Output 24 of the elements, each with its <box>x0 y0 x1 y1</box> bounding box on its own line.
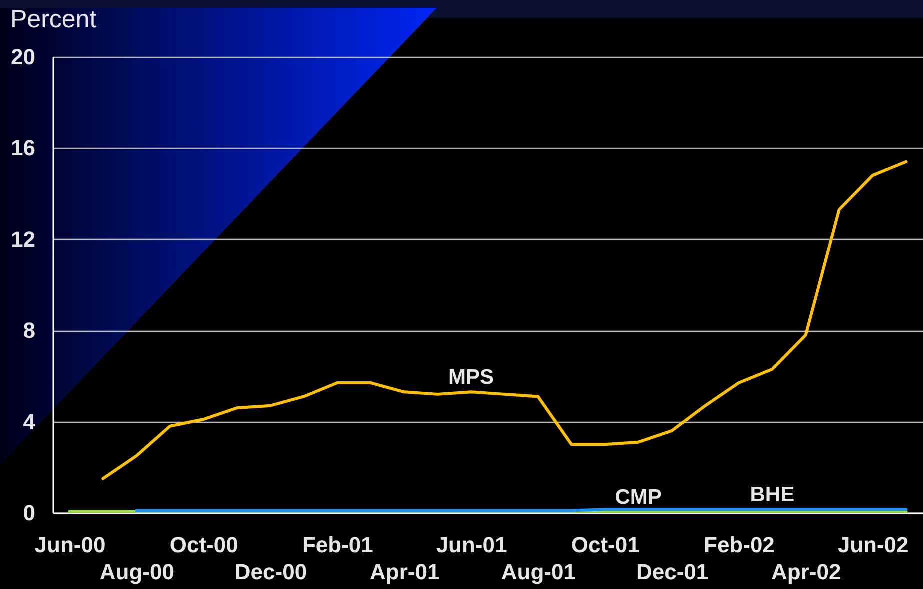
x-tick-label: Jun-02 <box>838 532 909 558</box>
x-tick-label: Feb-01 <box>302 532 374 558</box>
x-tick-label: Jun-00 <box>34 532 106 558</box>
y-tick-label: 16 <box>11 136 36 161</box>
x-tick-label: Dec-01 <box>636 560 709 584</box>
x-tick-label: Jun-01 <box>436 532 508 558</box>
y-tick-label: 20 <box>11 44 36 70</box>
x-tick-label: Aug-00 <box>100 560 174 584</box>
x-tick-label: Oct-00 <box>170 532 238 558</box>
series-label: MPS <box>448 366 494 390</box>
series-label: CMP <box>615 486 662 509</box>
y-tick-label: 12 <box>11 226 36 252</box>
y-tick-label: 4 <box>23 409 36 434</box>
x-tick-label: Dec-00 <box>234 560 308 584</box>
line-series <box>102 160 908 480</box>
x-tick-label: Apr-02 <box>772 560 842 584</box>
series-label: BHE <box>750 484 795 507</box>
x-tick-label: Feb-02 <box>704 532 775 558</box>
x-tick-label: Aug-01 <box>501 560 576 584</box>
y-tick-label: 0 <box>23 500 36 526</box>
y-axis-title: Percent <box>10 6 97 34</box>
x-tick-label: Apr-01 <box>370 560 440 584</box>
x-tick-label: Oct-01 <box>571 532 640 558</box>
y-tick-label: 8 <box>23 318 36 344</box>
